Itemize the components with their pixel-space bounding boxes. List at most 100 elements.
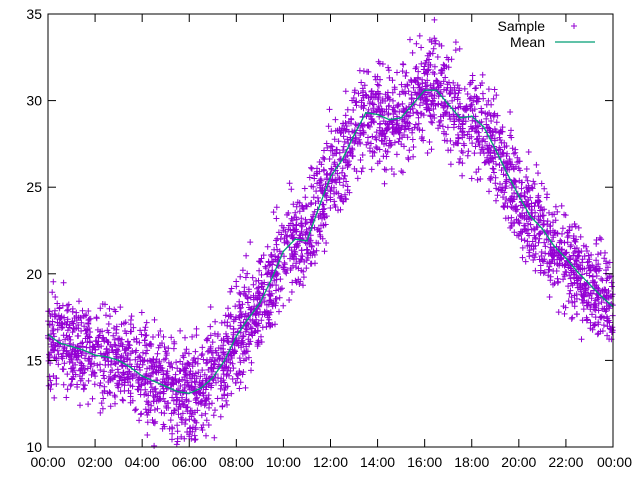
sample-point [568,269,575,276]
sample-point [376,158,383,165]
sample-point [469,140,476,147]
sample-point [485,145,492,152]
mean-point [106,356,108,358]
sample-point [323,213,330,220]
sample-point [578,336,585,343]
sample-point [376,146,383,153]
sample-point [144,419,151,426]
sample-point [456,87,463,94]
sample-point [349,145,356,152]
sample-point [508,204,515,211]
sample-point [97,367,104,373]
sample-point [603,277,610,284]
sample-point [472,143,479,150]
sample-point [227,313,234,320]
sample-point [259,324,266,331]
sample-point [502,215,509,222]
sample-point [486,188,492,195]
sample-point [273,276,280,283]
sample-point [209,339,216,346]
sample-point [280,302,287,309]
sample-point [528,226,535,233]
mean-point [294,238,297,240]
sample-point [155,332,162,338]
sample-point [244,299,251,306]
mean-point [306,240,308,242]
sample-point [237,379,244,386]
sample-point [578,288,584,295]
sample-point [251,329,258,336]
y-tick-label: 25 [26,179,42,195]
sample-point [170,397,177,404]
sample-point [303,265,310,272]
sample-point [212,318,219,325]
sample-point [48,381,55,388]
sample-point [410,84,417,91]
sample-point [85,321,92,327]
sample-point [181,435,188,442]
sample-points [45,16,616,449]
sample-point [510,150,517,157]
sample-point [120,397,127,404]
sample-point [85,401,92,408]
sample-point [431,63,438,70]
sample-point [117,304,124,311]
sample-point [189,428,196,435]
sample-point [137,411,144,418]
sample-point [177,327,184,334]
sample-point [546,266,553,273]
sample-point [177,358,184,365]
sample-point [297,257,304,264]
sample-point [299,253,306,260]
sample-point [518,185,525,192]
sample-point [394,69,400,76]
sample-point [526,247,533,254]
sample-point [67,382,74,389]
sample-point [323,240,330,246]
sample-point [279,285,285,292]
sample-point [340,147,346,154]
sample-point [531,181,538,187]
sample-point [192,418,199,424]
mean-point [565,257,567,260]
sample-point [477,176,484,182]
sample-point [477,82,484,89]
sample-point [292,209,299,216]
sample-point [138,410,145,417]
sample-point [469,72,476,79]
sample-point [182,334,188,341]
sample-point [400,107,407,114]
sample-point [573,258,580,265]
sample-point [112,342,119,349]
sample-point [368,166,375,173]
sample-point [447,116,454,123]
sample-point [424,106,431,113]
sample-point [174,428,181,435]
sample-point [355,90,362,97]
sample-point [157,362,164,369]
sample-point [382,120,389,127]
sample-point [301,185,308,192]
sample-point [352,99,359,106]
sample-point [130,324,137,331]
sample-point [414,109,421,116]
sample-point [105,379,112,385]
sample-point [286,297,293,303]
sample-point [111,374,118,381]
sample-point [324,175,331,182]
sample-point [132,407,138,414]
sample-point [134,386,141,393]
sample-point [538,249,545,255]
sample-point [488,144,494,151]
sample-point [501,204,508,211]
sample-point [447,161,454,168]
mean-series [47,89,614,395]
x-tick-label: 02:00 [78,454,113,470]
sample-point [427,50,434,57]
sample-point [103,345,110,352]
sample-point [368,109,375,116]
sample-point [581,253,588,260]
sample-point [112,349,119,356]
sample-point [244,270,251,277]
sample-point [369,133,376,140]
